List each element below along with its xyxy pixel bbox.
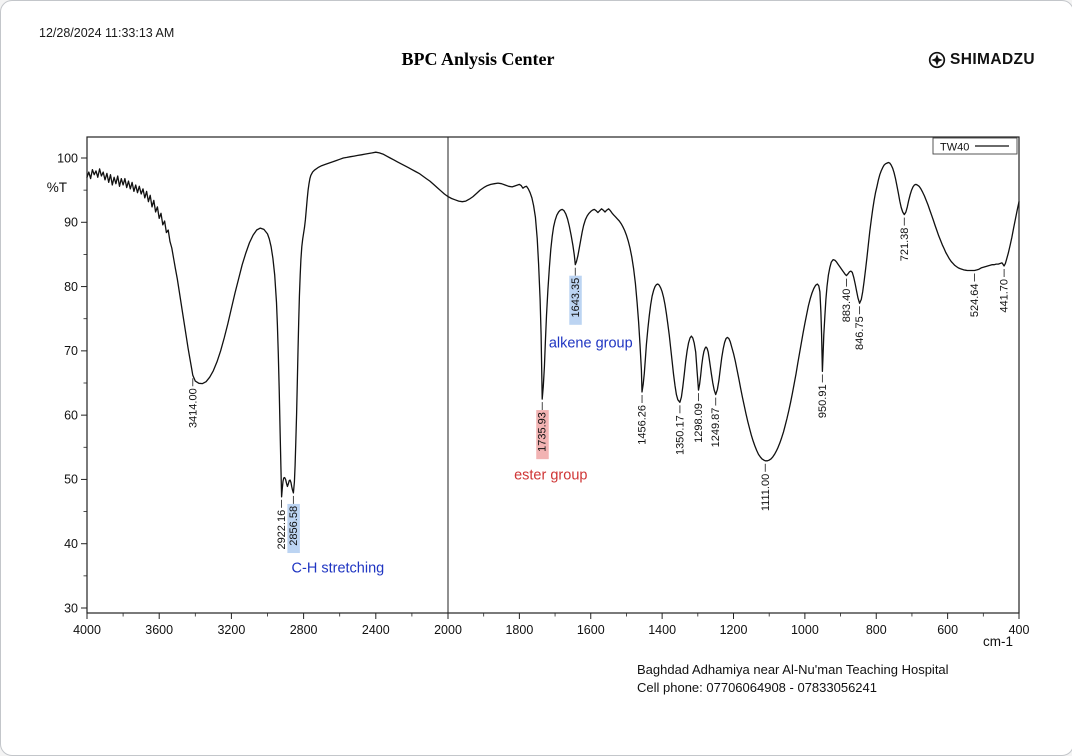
peak-label-text: 2922.16 [276, 510, 288, 550]
peak-label-text: 1643.35 [570, 278, 582, 318]
x-tick-label: 400 [1009, 623, 1030, 637]
peak-label-text: 883.40 [841, 289, 853, 323]
y-tick-label: 30 [64, 601, 78, 615]
x-tick-label: 2000 [434, 623, 462, 637]
peak-label: 1456.26 [637, 405, 649, 445]
peak-label: 1735.93 [536, 410, 549, 460]
y-tick-label: 50 [64, 473, 78, 487]
x-tick-label: 3600 [145, 623, 173, 637]
peak-label-text: 524.64 [969, 284, 981, 318]
x-tick-label: 1200 [720, 623, 748, 637]
y-tick-label: 80 [64, 280, 78, 294]
report-timestamp: 12/28/2024 11:33:13 AM [39, 26, 175, 40]
peak-label-text: 441.70 [999, 279, 1011, 313]
annotation-alkene-group: alkene group [549, 336, 633, 352]
y-tick-label: 40 [64, 537, 78, 551]
x-tick-label: 3200 [217, 623, 245, 637]
x-tick-label: 2800 [290, 623, 318, 637]
peak-label-text: 2856.58 [288, 506, 300, 546]
peak-label: 721.38 [899, 228, 911, 262]
y-tick-label: 60 [64, 408, 78, 422]
peak-label: 2922.16 [276, 510, 288, 550]
peak-label-text: 846.75 [854, 316, 866, 350]
shimadzu-logo-icon [928, 51, 946, 69]
y-tick-label: 70 [64, 344, 78, 358]
peak-label: 1249.87 [710, 408, 722, 448]
peak-label: 846.75 [854, 316, 866, 350]
x-axis-label: cm-1 [983, 634, 1013, 649]
plot-frame [86, 136, 1020, 614]
peak-label: 1643.35 [569, 275, 582, 325]
peak-label-text: 1350.17 [674, 415, 686, 455]
x-tick-label: 4000 [73, 623, 101, 637]
brand-name: SHIMADZU [950, 51, 1035, 68]
peak-label-text: 1735.93 [537, 412, 549, 452]
peak-label: 950.91 [817, 384, 829, 418]
peak-label-text: 1298.09 [693, 403, 705, 443]
peak-label: 3414.00 [187, 388, 199, 428]
page-title: BPC Anlysis Center [401, 49, 555, 69]
x-tick-label: 800 [866, 623, 887, 637]
peak-label-text: 1111.00 [760, 474, 772, 511]
peak-label-text: 1249.87 [710, 408, 722, 448]
spectrum-curve [86, 151, 1020, 498]
footer-address: Baghdad Adhamiya near Al-Nu'man Teaching… [637, 662, 949, 677]
y-axis-label: %T [47, 180, 67, 195]
peak-label: 441.70 [999, 279, 1011, 313]
peak-label-text: 1456.26 [637, 405, 649, 445]
peak-label-highlight [287, 503, 300, 554]
x-tick-label: 600 [937, 623, 958, 637]
x-tick-label: 1400 [648, 623, 676, 637]
peak-label: 524.64 [969, 284, 981, 318]
y-tick-label: 90 [64, 216, 78, 230]
peak-label: 1298.09 [693, 403, 705, 443]
peak-label: 2856.58 [287, 503, 300, 554]
x-tick-label: 1000 [791, 623, 819, 637]
shimadzu-logo: SHIMADZU [928, 51, 1035, 69]
peak-label: 1350.17 [674, 415, 686, 455]
x-tick-label: 2400 [362, 623, 390, 637]
peak-label-text: 721.38 [899, 228, 911, 262]
peak-label-text: 3414.00 [187, 388, 199, 428]
legend-label: TW40 [940, 142, 969, 154]
x-tick-label: 1600 [577, 623, 605, 637]
peak-label: 1111.00 [760, 474, 772, 511]
annotation-c-h-stretching: C-H stretching [292, 561, 385, 577]
peak-label-highlight [536, 410, 549, 460]
peak-label-text: 950.91 [817, 384, 829, 418]
footer-phone: Cell phone: 07706064908 - 07833056241 [637, 680, 877, 695]
y-tick-label: 100 [57, 151, 78, 165]
x-tick-label: 1800 [505, 623, 533, 637]
peak-label-highlight [569, 275, 582, 325]
footer-block: Baghdad Adhamiya near Al-Nu'man Teaching… [637, 661, 949, 697]
peak-label: 883.40 [841, 289, 853, 323]
annotation-ester-group: ester group [514, 467, 587, 483]
